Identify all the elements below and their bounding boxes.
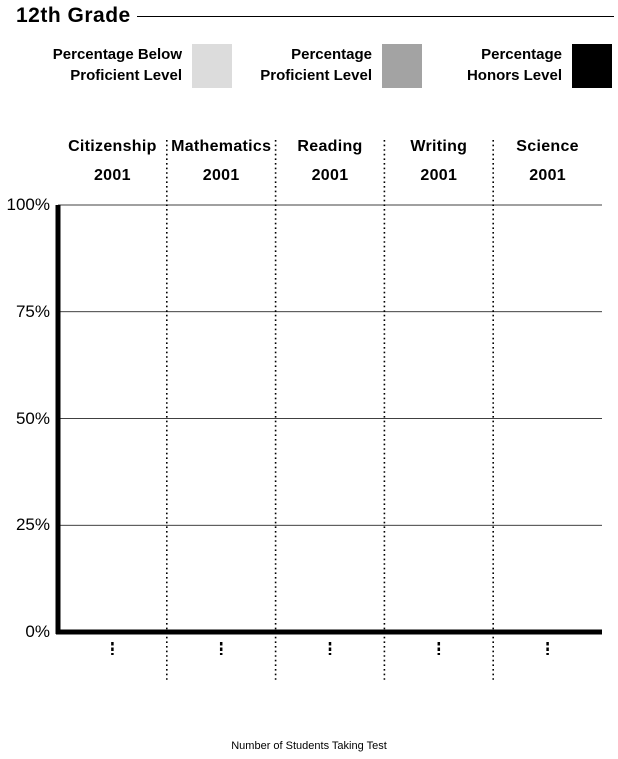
- title-row: 12th Grade: [16, 4, 614, 28]
- category-header: Mathematics 2001: [167, 132, 275, 190]
- legend-item-below-proficient: Percentage Below Proficient Level: [44, 44, 232, 88]
- chart-title: 12th Grade: [16, 4, 137, 28]
- category-header: Reading 2001: [276, 132, 384, 190]
- stacked-bar-chart: 100% 75% 50% 25% 0% Citizenship 2001 Mathematic…: [0, 130, 618, 690]
- category-label: Citizenship: [68, 138, 157, 155]
- legend-label-line1: Percentage Below: [52, 46, 182, 63]
- legend-label-line2: Proficient Level: [70, 67, 182, 84]
- legend-label-proficient: Percentage Proficient Level: [260, 44, 372, 86]
- legend-label-line2: Honors Level: [466, 67, 562, 84]
- category-header: Citizenship 2001: [58, 132, 166, 190]
- category-year: 2001: [529, 167, 566, 184]
- category-year: 2001: [202, 167, 240, 184]
- chart-canvas: [55, 140, 602, 682]
- medium-gray-swatch-icon: [382, 44, 422, 88]
- category-year: 2001: [311, 167, 349, 184]
- y-tick-label: 75%: [15, 301, 50, 321]
- category-year: 2001: [93, 167, 131, 184]
- legend-label-line2: Proficient Level: [260, 67, 372, 84]
- legend-label-line1: Percentage: [291, 46, 372, 63]
- x-axis-label: Number of Students Taking Test: [231, 740, 387, 752]
- legend-label-below-proficient: Percentage Below Proficient Level: [53, 44, 182, 86]
- legend-item-proficient: Percentage Proficient Level: [250, 44, 422, 88]
- category-header: Writing 2001: [385, 132, 493, 190]
- legend-label-line1: Percentage: [481, 46, 562, 63]
- black-swatch-icon: [572, 44, 612, 88]
- light-gray-swatch-icon: [192, 44, 232, 88]
- category-label: Writing: [410, 138, 468, 155]
- category-label: Reading: [297, 138, 363, 155]
- y-tick-label: 25%: [15, 515, 50, 535]
- legend-label-honors: Percentage Honors Level: [467, 44, 562, 86]
- category-label: Science: [516, 138, 579, 155]
- category-header: Science 2001: [494, 132, 602, 190]
- y-tick-label: 50%: [15, 408, 50, 428]
- y-tick-label: 0%: [25, 622, 50, 641]
- y-tick-label: 100%: [6, 195, 50, 214]
- legend-item-honors: Percentage Honors Level: [460, 44, 612, 88]
- category-year: 2001: [420, 167, 458, 184]
- category-label: Mathematics: [171, 138, 272, 155]
- title-rule: [16, 16, 614, 17]
